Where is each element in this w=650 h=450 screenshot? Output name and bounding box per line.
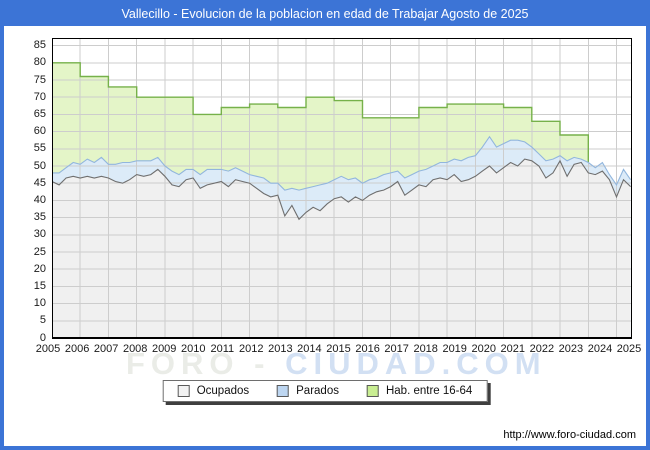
- chart-content: 0 5 10 15 20 25 30 35 40 45 50 55 60 65 70 75 80 85 2005 2…: [4, 26, 646, 446]
- x-axis-label: 2019: [442, 343, 467, 355]
- x-axis-label: 2007: [93, 343, 119, 355]
- y-axis-label: 65: [33, 107, 46, 120]
- y-axis-label: 60: [33, 125, 46, 138]
- x-axis-label: 2025: [616, 343, 642, 355]
- x-axis-label: 2013: [268, 343, 293, 355]
- y-axis-label: 25: [33, 245, 46, 258]
- y-axis-label: 45: [33, 176, 46, 189]
- y-axis-label: 80: [33, 56, 46, 69]
- x-axis-label: 2020: [471, 343, 497, 355]
- y-axis-label: 85: [33, 39, 46, 52]
- x-axis-label: 2006: [64, 343, 90, 355]
- x-axis-label: 2021: [500, 343, 526, 355]
- y-axis-label: 10: [33, 297, 46, 310]
- x-axis-label: 2018: [413, 343, 438, 355]
- x-axis-label: 2015: [326, 343, 351, 355]
- x-axis-label: 2017: [384, 343, 409, 355]
- legend: Ocupados Parados Hab. entre 16-64: [162, 380, 488, 402]
- x-axis-label: 2023: [558, 343, 584, 355]
- x-axis-label: 2012: [239, 343, 264, 355]
- x-axis-label: 2016: [355, 343, 380, 355]
- parados-swatch-icon: [277, 385, 290, 397]
- ocupados-swatch-icon: [177, 385, 190, 397]
- legend-label-hab-16-64: Hab. entre 16-64: [385, 385, 473, 397]
- x-axis-label: 2005: [35, 343, 61, 355]
- legend-item-hab-16-64: Hab. entre 16-64: [366, 385, 473, 397]
- watermark: FORO - CIUDAD.COM: [126, 346, 547, 382]
- y-axis-label: 0: [39, 331, 46, 344]
- legend-label-parados: Parados: [296, 385, 339, 397]
- x-axis-label: 2008: [122, 343, 148, 355]
- legend-label-ocupados: Ocupados: [196, 385, 250, 397]
- legend-item-parados: Parados: [277, 385, 339, 397]
- y-axis-label: 30: [33, 228, 46, 241]
- hab-16-64-swatch-icon: [366, 385, 379, 397]
- foro-ciudad-link[interactable]: http://www.foro-ciudad.com: [503, 429, 636, 441]
- legend-item-ocupados: Ocupados: [177, 385, 250, 397]
- y-axis-label: 70: [33, 90, 46, 103]
- page-title: Vallecillo - Evolucion de la poblacion e…: [4, 4, 646, 26]
- y-axis-label: 50: [33, 159, 46, 172]
- y-axis-label: 40: [33, 193, 46, 206]
- y-axis-label: 5: [39, 314, 46, 327]
- x-axis-label: 2010: [181, 343, 206, 355]
- y-axis-label: 35: [33, 211, 46, 224]
- x-axis-label: 2024: [587, 343, 613, 355]
- x-axis-label: 2011: [210, 343, 235, 355]
- x-axis-label: 2022: [529, 343, 555, 355]
- x-axis: 2005 2006 2007 2008 2009 2010 2011 2012 2013 2014…: [36, 343, 641, 357]
- watermark-foro: FORO -: [126, 346, 286, 381]
- chart-plot: [52, 38, 632, 339]
- y-axis-label: 20: [33, 262, 46, 275]
- watermark-ciudad: CIUDAD.COM: [285, 346, 547, 381]
- x-axis-label: 2014: [297, 343, 322, 355]
- y-axis-label: 15: [33, 279, 46, 292]
- x-axis-label: 2009: [151, 343, 177, 355]
- y-axis-label: 55: [33, 142, 46, 155]
- y-axis-label: 75: [33, 73, 46, 86]
